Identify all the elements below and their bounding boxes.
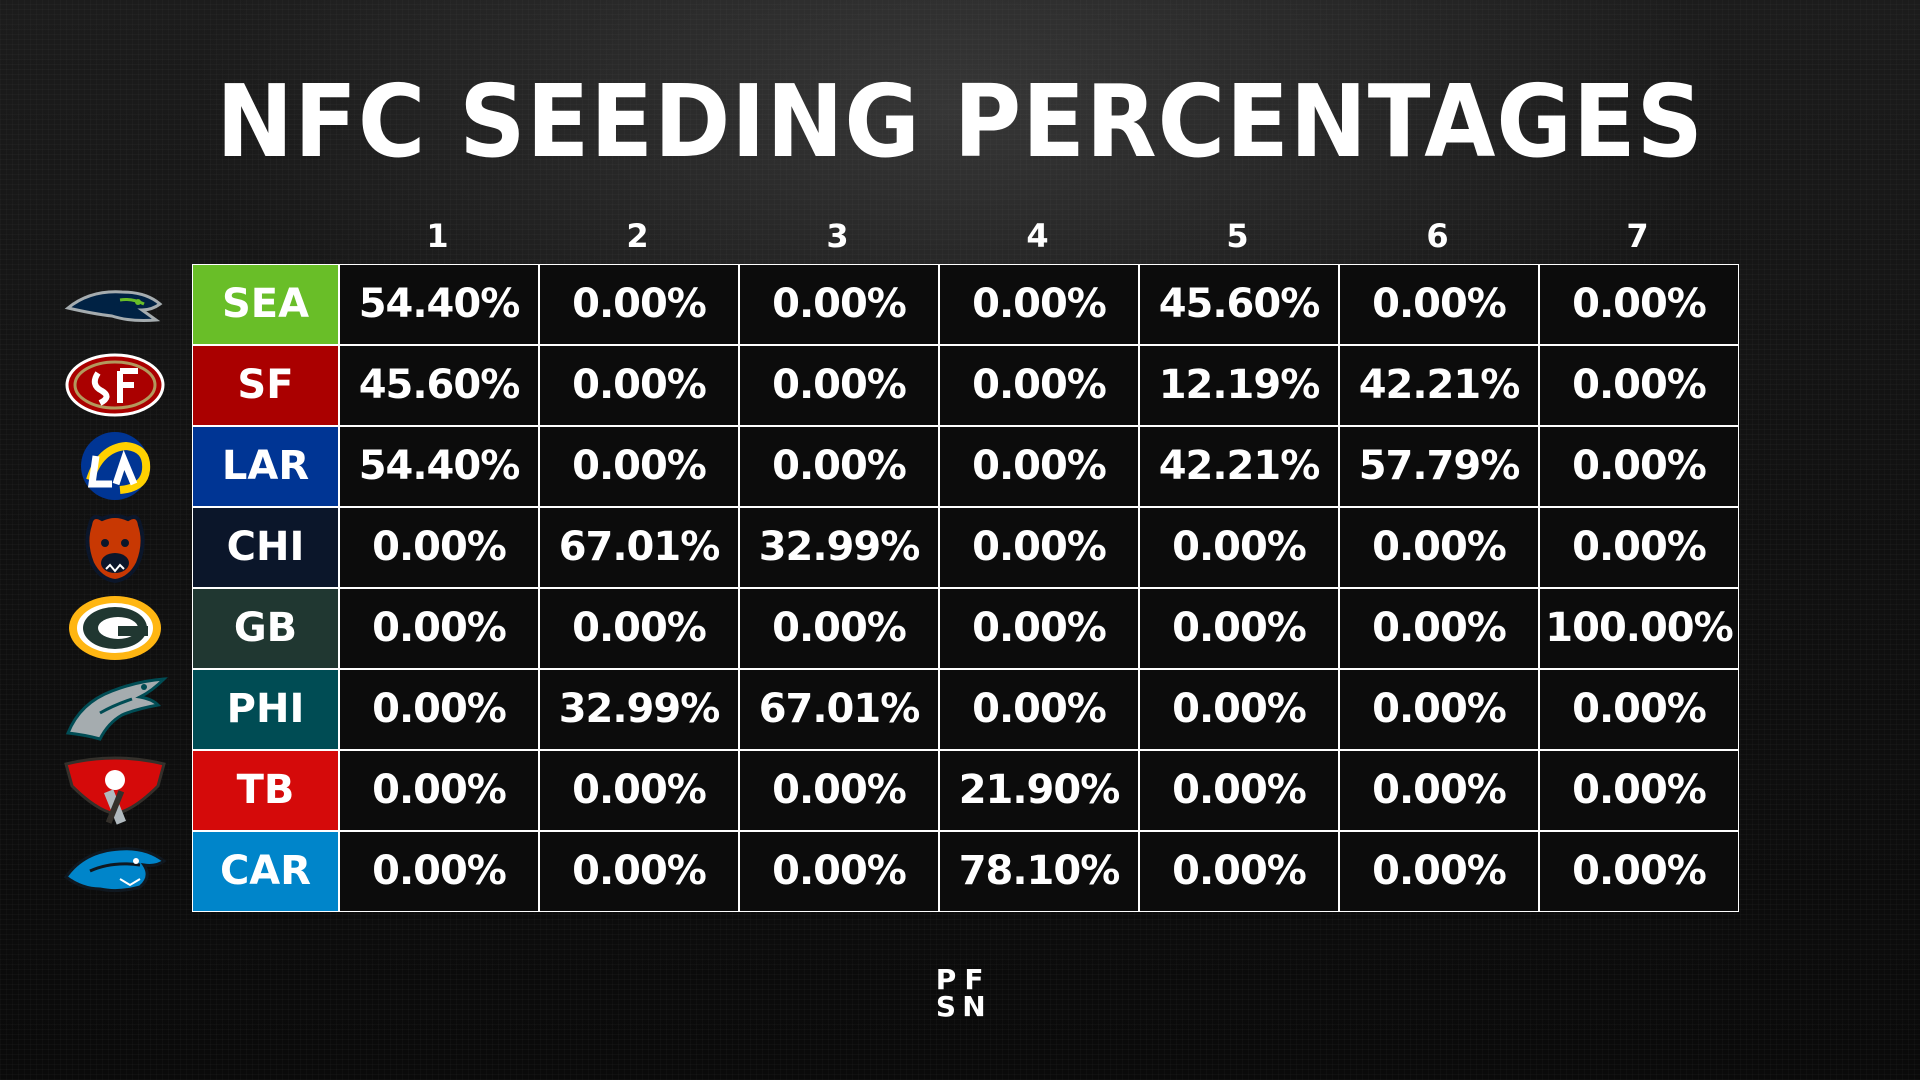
seed-3-percentage: 0.00% [739, 831, 939, 912]
seed-header-2: 2 [626, 217, 649, 255]
seed-6-percentage: 0.00% [1339, 750, 1539, 831]
team-abbreviation: GB [192, 588, 339, 669]
seed-2-percentage: 0.00% [539, 264, 739, 345]
seahawks-logo-icon [60, 264, 170, 345]
seed-4-percentage: 0.00% [939, 507, 1139, 588]
seed-header-7: 7 [1626, 217, 1649, 255]
rams-logo-icon [60, 426, 170, 507]
pfsn-logo-letter: S [935, 990, 957, 1023]
seed-2-percentage: 0.00% [539, 831, 739, 912]
seed-7-percentage: 0.00% [1539, 345, 1739, 426]
seed-1-percentage: 54.40% [339, 426, 539, 507]
seed-2-percentage: 0.00% [539, 750, 739, 831]
seed-1-percentage: 0.00% [339, 750, 539, 831]
seed-4-percentage: 0.00% [939, 669, 1139, 750]
seed-5-percentage: 0.00% [1139, 507, 1339, 588]
seed-5-percentage: 0.00% [1139, 750, 1339, 831]
team-abbreviation: PHI [192, 669, 339, 750]
seed-7-percentage: 0.00% [1539, 831, 1739, 912]
seed-1-percentage: 0.00% [339, 588, 539, 669]
team-abbreviation: LAR [192, 426, 339, 507]
seed-7-percentage: 100.00% [1539, 588, 1739, 669]
seed-5-percentage: 42.21% [1139, 426, 1339, 507]
seed-4-percentage: 78.10% [939, 831, 1139, 912]
seed-3-percentage: 0.00% [739, 345, 939, 426]
seed-4-percentage: 0.00% [939, 345, 1139, 426]
seed-7-percentage: 0.00% [1539, 507, 1739, 588]
seed-6-percentage: 57.79% [1339, 426, 1539, 507]
pfsn-logo-letter: F [964, 963, 984, 996]
seed-3-percentage: 0.00% [739, 264, 939, 345]
pfsn-logo-letter: P [935, 963, 957, 996]
buccaneers-logo-icon [60, 750, 170, 831]
pfsn-logo: P F S N [932, 963, 988, 1023]
seed-4-percentage: 0.00% [939, 588, 1139, 669]
team-abbreviation: TB [192, 750, 339, 831]
seed-5-percentage: 12.19% [1139, 345, 1339, 426]
seed-6-percentage: 0.00% [1339, 264, 1539, 345]
seed-2-percentage: 0.00% [539, 345, 739, 426]
packers-logo-icon [60, 588, 170, 669]
seed-1-percentage: 0.00% [339, 669, 539, 750]
team-abbreviation: SF [192, 345, 339, 426]
seed-5-percentage: 0.00% [1139, 669, 1339, 750]
seed-6-percentage: 42.21% [1339, 345, 1539, 426]
seed-2-percentage: 0.00% [539, 588, 739, 669]
seed-6-percentage: 0.00% [1339, 831, 1539, 912]
seed-1-percentage: 54.40% [339, 264, 539, 345]
table-row-sf: SF 45.60% 0.00% 0.00% 0.00% 12.19% 42.21% 0.00% [192, 345, 1739, 426]
seed-header-6: 6 [1426, 217, 1449, 255]
seeding-table: SEA 54.40% 0.00% 0.00% 0.00% 45.60% 0.00% 0.00%… [192, 264, 1739, 912]
seed-3-percentage: 0.00% [739, 588, 939, 669]
bears-logo-icon [60, 507, 170, 588]
seed-5-percentage: 0.00% [1139, 831, 1339, 912]
table-row-lar: LAR 54.40% 0.00% 0.00% 0.00% 42.21% 57.79% 0.00… [192, 426, 1739, 507]
seed-3-percentage: 0.00% [739, 750, 939, 831]
seed-header-5: 5 [1226, 217, 1249, 255]
seed-3-percentage: 0.00% [739, 426, 939, 507]
seed-1-percentage: 0.00% [339, 831, 539, 912]
seed-6-percentage: 0.00% [1339, 669, 1539, 750]
seed-header-4: 4 [1026, 217, 1049, 255]
seed-header-1: 1 [426, 217, 449, 255]
table-row-gb: GB 0.00% 0.00% 0.00% 0.00% 0.00% 0.00% 100.00% [192, 588, 1739, 669]
seed-6-percentage: 0.00% [1339, 588, 1539, 669]
seed-header-3: 3 [826, 217, 849, 255]
eagles-logo-icon [60, 669, 170, 750]
seed-7-percentage: 0.00% [1539, 426, 1739, 507]
seed-7-percentage: 0.00% [1539, 264, 1739, 345]
seed-5-percentage: 0.00% [1139, 588, 1339, 669]
team-abbreviation: CAR [192, 831, 339, 912]
table-row-car: CAR 0.00% 0.00% 0.00% 78.10% 0.00% 0.00% 0.00% [192, 831, 1739, 912]
team-abbreviation: SEA [192, 264, 339, 345]
table-row-tb: TB 0.00% 0.00% 0.00% 21.90% 0.00% 0.00% 0.00% [192, 750, 1739, 831]
table-row-sea: SEA 54.40% 0.00% 0.00% 0.00% 45.60% 0.00% 0.00% [192, 264, 1739, 345]
seed-4-percentage: 0.00% [939, 426, 1139, 507]
seed-7-percentage: 0.00% [1539, 669, 1739, 750]
table-row-chi: CHI 0.00% 67.01% 32.99% 0.00% 0.00% 0.00% 0.00% [192, 507, 1739, 588]
table-row-phi: PHI 0.00% 32.99% 67.01% 0.00% 0.00% 0.00% 0.00% [192, 669, 1739, 750]
seed-4-percentage: 0.00% [939, 264, 1139, 345]
seed-4-percentage: 21.90% [939, 750, 1139, 831]
panthers-logo-icon [60, 831, 170, 912]
seed-1-percentage: 0.00% [339, 507, 539, 588]
team-abbreviation: CHI [192, 507, 339, 588]
page-title: NFC SEEDING PERCENTAGES [216, 63, 1704, 180]
seed-7-percentage: 0.00% [1539, 750, 1739, 831]
seed-2-percentage: 67.01% [539, 507, 739, 588]
seed-3-percentage: 67.01% [739, 669, 939, 750]
49ers-logo-icon [60, 345, 170, 426]
seed-3-percentage: 32.99% [739, 507, 939, 588]
seed-2-percentage: 0.00% [539, 426, 739, 507]
pfsn-logo-letter: N [962, 990, 986, 1023]
seed-6-percentage: 0.00% [1339, 507, 1539, 588]
seed-5-percentage: 45.60% [1139, 264, 1339, 345]
seed-1-percentage: 45.60% [339, 345, 539, 426]
seed-2-percentage: 32.99% [539, 669, 739, 750]
team-logo-column [60, 264, 190, 912]
seed-column-headers: 1 2 3 4 5 6 7 [338, 216, 1728, 256]
